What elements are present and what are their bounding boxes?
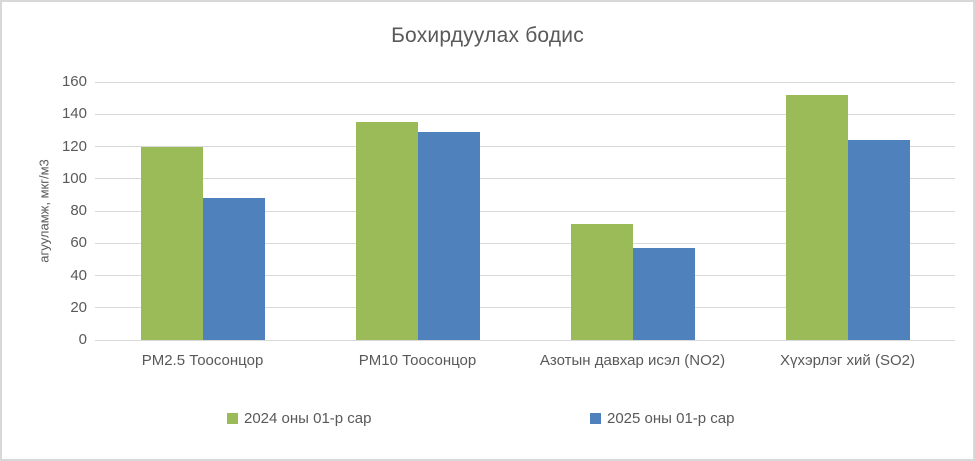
y-axis-tick-140: 140 (61, 105, 87, 123)
gridline-80 (95, 210, 955, 212)
bar-series2-cat3 (632, 248, 695, 340)
y-axis-tick-80: 80 (70, 202, 87, 219)
gridline-140 (95, 113, 955, 115)
y-axis-tick-100: 100 (61, 169, 87, 187)
y-axis-tick-20: 20 (70, 298, 87, 316)
gridline-0 (95, 339, 955, 341)
gridline-160 (95, 81, 955, 83)
y-axis-tick-0: 0 (78, 331, 87, 348)
gridline-40 (95, 275, 955, 276)
gridline-100 (95, 178, 955, 180)
category-label-2: PM10 Тоосонцор (358, 352, 477, 369)
category-label-4: Хүхэрлэг хий (SO2) (780, 352, 915, 369)
y-axis-tick-60: 60 (70, 234, 87, 252)
gridline-60 (95, 242, 955, 244)
chart-title: Бохирдуулах бодис (391, 24, 584, 47)
bar-series1-cat3 (570, 223, 633, 340)
legend-label-2: 2025 оны 01-р сар (607, 409, 735, 427)
legend-item-2: 2025 оны 01-р сар (590, 408, 735, 428)
bar-series1-cat4 (785, 94, 848, 340)
gridline-20 (95, 307, 955, 309)
legend-swatch-1 (227, 412, 238, 424)
bar-series2-cat4 (847, 140, 910, 340)
legend-label-1: 2024 оны 01-р сар (244, 409, 372, 427)
legend-item-1: 2024 оны 01-р сар (227, 408, 372, 428)
bar-series1-cat2 (355, 122, 418, 340)
plot-area (95, 81, 955, 341)
category-label-3: Азотын давхар исэл (NO2) (539, 352, 726, 369)
gridline-120 (95, 146, 955, 147)
bar-series1-cat1 (140, 146, 203, 340)
bar-series2-cat1 (202, 198, 265, 340)
legend-swatch-2 (590, 412, 601, 424)
bar-series2-cat2 (417, 132, 480, 340)
y-axis-tick-40: 40 (70, 266, 87, 284)
y-axis-tick-120: 120 (61, 137, 87, 155)
y-axis-tick-160: 160 (61, 73, 87, 90)
category-label-1: PM2.5 Тоосонцор (141, 352, 264, 369)
